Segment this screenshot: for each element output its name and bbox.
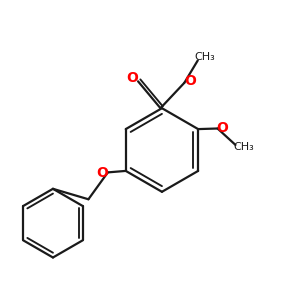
Text: O: O xyxy=(97,166,108,180)
Text: O: O xyxy=(126,71,138,85)
Text: O: O xyxy=(216,122,228,136)
Text: O: O xyxy=(184,74,196,88)
Text: CH₃: CH₃ xyxy=(233,142,254,152)
Text: CH₃: CH₃ xyxy=(195,52,216,62)
